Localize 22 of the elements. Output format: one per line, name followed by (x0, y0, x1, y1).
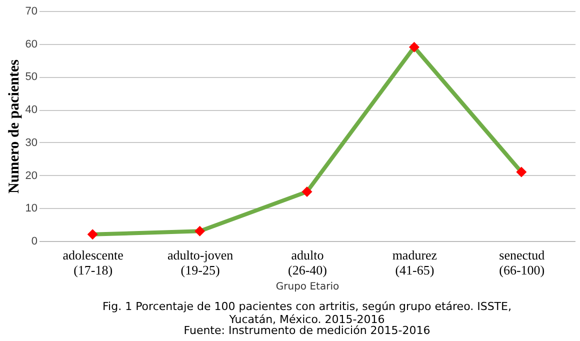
x-tick-label: madurez (41-65) (392, 248, 438, 278)
y-tick-label: 30 (25, 136, 38, 149)
y-tick-label: 10 (25, 202, 38, 215)
y-tick-label: 70 (25, 6, 38, 18)
point (302, 186, 312, 197)
x-tick-label: adulto-joven (19-25) (167, 248, 234, 278)
x-axis-title: Grupo Etario (276, 282, 340, 292)
x-tick-label: senectud (66-100) (499, 248, 546, 278)
y-tick-label: 50 (25, 71, 38, 84)
y-axis-title: Numero de pacientes (6, 59, 22, 194)
point (194, 226, 206, 236)
x-tick-label: adulto (26-40) (288, 248, 327, 278)
y-tick-label: 60 (25, 38, 38, 50)
y-tick-label: 0 (31, 236, 38, 248)
point (516, 166, 527, 178)
y-tick-label: 20 (25, 170, 38, 182)
y-tick-label: 40 (25, 104, 38, 116)
point (87, 229, 98, 240)
text: Fig. 1 Porcentaje de 100 pacientes con artritis, según grupo etáreo. ISSTE, Yucatán, México. 2015-2016 (102, 300, 512, 326)
point (408, 42, 420, 52)
source-note: Fuente: Instrumento de medición 2015-2016 (184, 324, 430, 337)
x-tick-label: adolescente (17-18) (62, 248, 124, 278)
